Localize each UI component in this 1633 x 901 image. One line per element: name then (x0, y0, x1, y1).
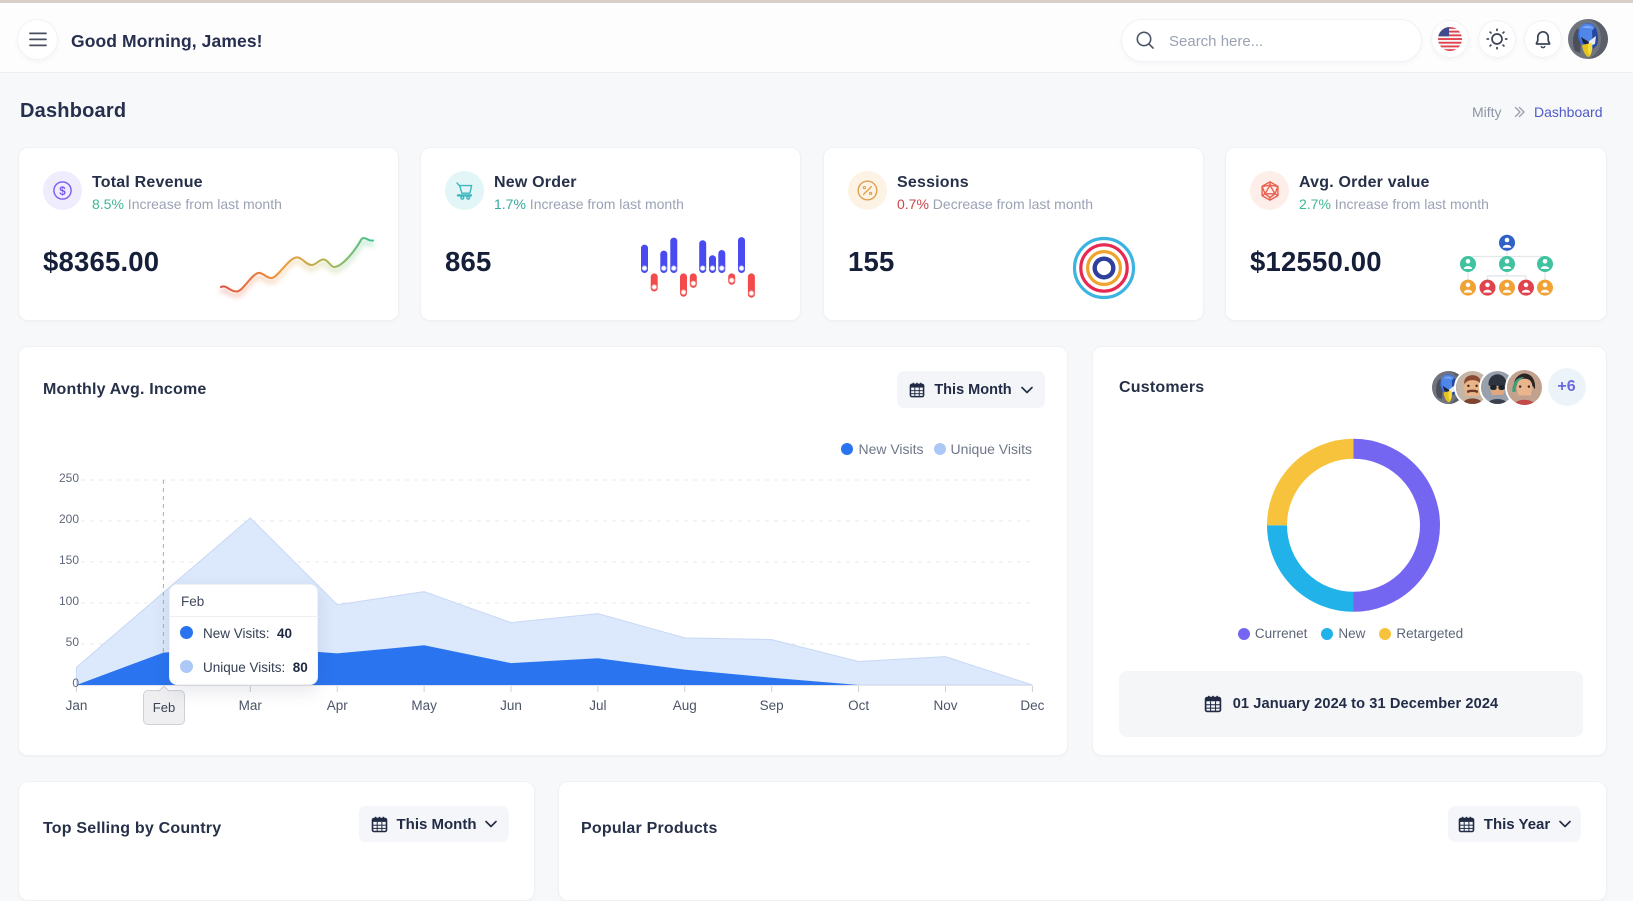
svg-text:0: 0 (72, 676, 79, 690)
svg-text:150: 150 (59, 553, 79, 567)
svg-text:Apr: Apr (327, 698, 349, 713)
svg-text:Jul: Jul (589, 698, 606, 713)
svg-text:Oct: Oct (848, 698, 869, 713)
svg-text:Jan: Jan (66, 698, 88, 713)
svg-text:May: May (411, 698, 437, 713)
svg-text:Dec: Dec (1020, 698, 1044, 713)
svg-text:Mar: Mar (239, 698, 263, 713)
svg-text:100: 100 (59, 594, 79, 608)
svg-text:250: 250 (59, 471, 79, 485)
svg-text:Sep: Sep (760, 698, 784, 713)
svg-text:Nov: Nov (933, 698, 957, 713)
svg-text:50: 50 (66, 635, 80, 649)
svg-text:$: $ (59, 186, 66, 198)
svg-text:Jun: Jun (500, 698, 522, 713)
svg-text:200: 200 (59, 512, 79, 526)
svg-text:Aug: Aug (673, 698, 697, 713)
